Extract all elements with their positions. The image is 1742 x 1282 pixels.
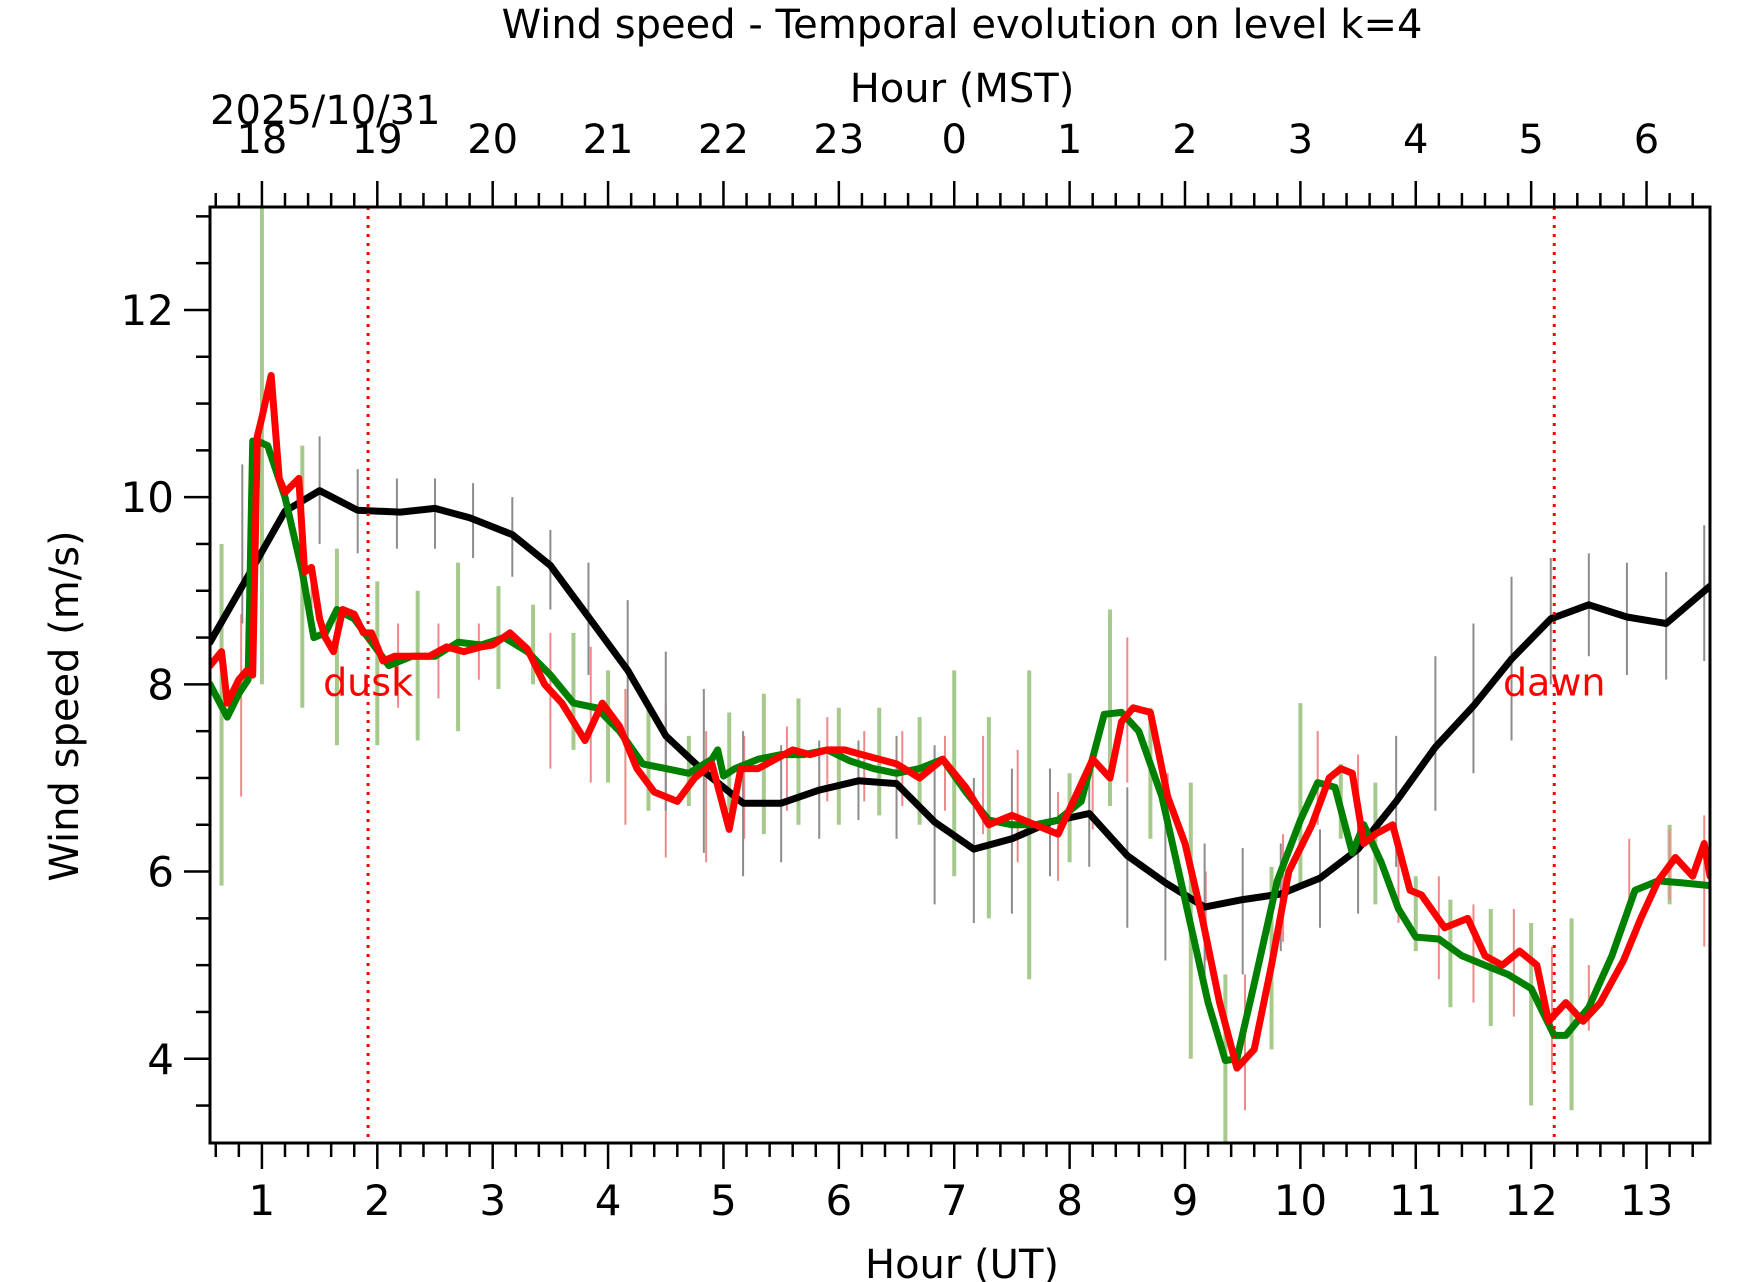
- date-label: 2025/10/31: [210, 88, 441, 134]
- x-tick-label: 13: [1620, 1176, 1673, 1225]
- x-tick-label: 2: [364, 1176, 391, 1225]
- x-tick-label: 7: [941, 1176, 968, 1225]
- x-tick-label: 12: [1504, 1176, 1557, 1225]
- y-tick-label: 4: [147, 1035, 174, 1084]
- y-tick-label: 6: [147, 848, 174, 897]
- x-tick-label: 9: [1172, 1176, 1199, 1225]
- series-line-red: [210, 372, 1710, 1072]
- x-tick-label: 3: [479, 1176, 506, 1225]
- x-tick-label: 1: [249, 1176, 276, 1225]
- dawn-label: dawn: [1503, 661, 1606, 705]
- top-tick-label: 2: [1172, 117, 1197, 163]
- x-axis-label: Hour (UT): [865, 1242, 1059, 1282]
- y-axis-label: Wind speed (m/s): [42, 530, 88, 881]
- top-tick-label: 22: [698, 117, 749, 163]
- y-tick-label: 8: [147, 660, 174, 709]
- top-tick-label: 19: [352, 117, 403, 163]
- series-line-black: [210, 487, 1710, 911]
- x-tick-label: 11: [1389, 1176, 1442, 1225]
- dusk-label: dusk: [323, 661, 413, 705]
- top-tick-label: 18: [236, 117, 287, 163]
- x-tick-label: 8: [1056, 1176, 1083, 1225]
- top-tick-label: 5: [1518, 117, 1543, 163]
- x-tick-label: 4: [595, 1176, 622, 1225]
- x-tick-label: 6: [825, 1176, 852, 1225]
- top-tick-label: 4: [1403, 117, 1428, 163]
- top-axis-label: Hour (MST): [850, 66, 1075, 112]
- x-tick-label: 10: [1274, 1176, 1327, 1225]
- top-tick-label: 1: [1057, 117, 1082, 163]
- top-tick-label: 21: [583, 117, 634, 163]
- top-tick-label: 0: [942, 117, 967, 163]
- series-lines: [210, 372, 1710, 1072]
- annotations: dusk dawn: [323, 207, 1606, 1143]
- plot-frame: [208, 205, 1712, 1145]
- y-tick-label: 12: [121, 286, 174, 335]
- chart-title: Wind speed - Temporal evolution on level…: [502, 2, 1423, 48]
- top-tick-label: 20: [467, 117, 518, 163]
- y-tick-label: 10: [121, 473, 174, 522]
- x-tick-label: 5: [710, 1176, 737, 1225]
- top-tick-label: 6: [1634, 117, 1659, 163]
- top-tick-label: 3: [1288, 117, 1313, 163]
- top-tick-label: 23: [813, 117, 864, 163]
